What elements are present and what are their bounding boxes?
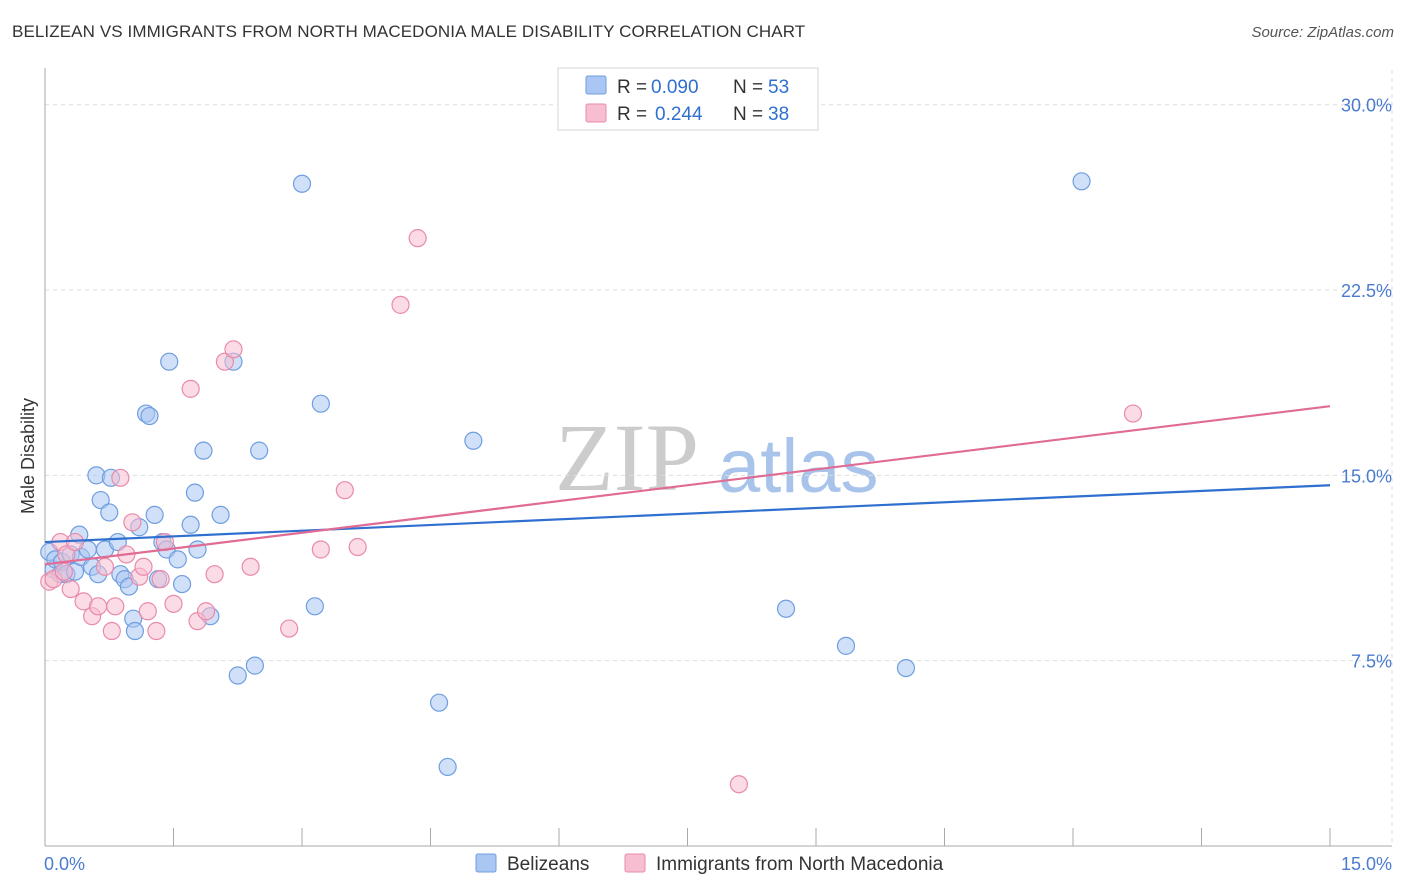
- belizean-point: [172, 574, 192, 594]
- belizean-point: [292, 174, 312, 193]
- macedonia-point: [95, 557, 115, 576]
- belizean-point: [145, 505, 164, 524]
- legend-r-label-1: R =: [617, 77, 647, 98]
- trend-lines: [44, 405, 1331, 566]
- y-tick-label: 30.0%: [1341, 96, 1392, 116]
- x-tick-label: 15.0%: [1341, 854, 1392, 874]
- data-points: [40, 172, 1143, 794]
- series-label-macedonia: Immigrants from North Macedonia: [656, 854, 944, 875]
- macedonia-point: [348, 537, 367, 557]
- belizean-point: [1072, 172, 1091, 191]
- y-tick-label: 22.5%: [1341, 281, 1392, 301]
- legend-n-value-1: 53: [768, 77, 789, 98]
- legend-r-value-1: 0.090: [651, 77, 699, 98]
- legend-n-label-1: N =: [733, 77, 763, 98]
- macedonia-point: [215, 352, 234, 371]
- macedonia-point: [729, 775, 749, 794]
- macedonia-point: [205, 565, 224, 584]
- series-swatch-macedonia: [624, 853, 646, 873]
- belizean-point: [836, 636, 856, 655]
- belizean-point: [211, 505, 230, 524]
- belizean-point: [185, 483, 205, 502]
- belizean-point: [100, 503, 119, 522]
- chart-title: BELIZEAN VS IMMIGRANTS FROM NORTH MACEDO…: [12, 22, 806, 41]
- macedonia-point: [164, 594, 183, 613]
- macedonia-point: [111, 468, 130, 487]
- macedonia-point: [106, 597, 125, 616]
- belizean-point: [250, 441, 269, 460]
- belizean-point: [464, 431, 483, 450]
- belizean-point: [896, 658, 916, 678]
- legend-r-label-2: R =: [617, 104, 647, 125]
- source-label: Source: ZipAtlas.com: [1251, 24, 1394, 41]
- belizean-point: [305, 597, 324, 616]
- macedonia-point: [1123, 404, 1143, 423]
- macedonia-point: [147, 621, 166, 641]
- macedonia-point: [311, 540, 330, 559]
- legend-n-label-2: N =: [733, 104, 763, 125]
- macedonia-point: [196, 602, 216, 621]
- y-tick-label: 15.0%: [1341, 466, 1392, 486]
- macedonia-point: [335, 481, 354, 500]
- macedonia-point: [391, 295, 410, 314]
- macedonia-point: [61, 579, 80, 599]
- macedonia-point: [54, 562, 73, 581]
- macedonia-point: [224, 340, 243, 359]
- belizean-point: [168, 550, 187, 569]
- legend-n-value-2: 38: [768, 104, 789, 125]
- belizean-point: [438, 757, 457, 777]
- x-tick-label: 0.0%: [44, 854, 85, 874]
- watermark-zip: ZIP: [555, 404, 699, 511]
- macedonia-point: [89, 597, 108, 616]
- macedonia-point: [280, 619, 299, 638]
- macedonia-point: [138, 602, 157, 621]
- belizean-point: [429, 693, 449, 712]
- watermark-atlas: atlas: [718, 424, 879, 509]
- macedonia-point: [241, 557, 260, 576]
- macedonia-point: [181, 379, 200, 398]
- belizean-point: [311, 394, 330, 413]
- macedonia-point: [408, 229, 427, 248]
- correlation-legend: R = 0.090 N = 53 R = 0.244 N = 38: [557, 67, 819, 131]
- macedonia-point: [151, 570, 170, 589]
- macedonia-point: [57, 545, 76, 564]
- series-legend: Belizeans Immigrants from North Macedoni…: [475, 853, 944, 875]
- belizean-point: [125, 621, 145, 641]
- belizean-point: [140, 406, 159, 426]
- grid-lines: [45, 70, 1393, 846]
- belizean-point: [776, 599, 796, 618]
- y-tick-label: 7.5%: [1351, 652, 1392, 672]
- y-axis-label: Male Disability: [18, 398, 38, 514]
- belizean-point: [194, 441, 213, 460]
- series-swatch-belizeans: [475, 853, 497, 873]
- belizean-point: [160, 352, 179, 371]
- belizean-point: [245, 656, 264, 675]
- macedonia-point: [102, 621, 121, 641]
- macedonia-point: [123, 513, 142, 532]
- legend-r-value-2: 0.244: [655, 104, 703, 125]
- macedonia-trend-line: [44, 405, 1331, 566]
- axes: [44, 68, 1392, 847]
- legend-swatch-macedonia: [585, 103, 607, 123]
- belizean-point: [91, 490, 110, 510]
- belizean-point: [181, 515, 200, 534]
- belizean-point: [188, 540, 207, 559]
- legend-swatch-belizeans: [585, 75, 607, 95]
- tick-labels: 7.5% 15.0% 22.5% 30.0% 0.0% 15.0%: [44, 96, 1392, 874]
- belizean-point: [228, 666, 247, 685]
- series-label-belizeans: Belizeans: [507, 854, 589, 875]
- belizean-trend-line: [44, 484, 1331, 544]
- macedonia-point: [134, 557, 153, 576]
